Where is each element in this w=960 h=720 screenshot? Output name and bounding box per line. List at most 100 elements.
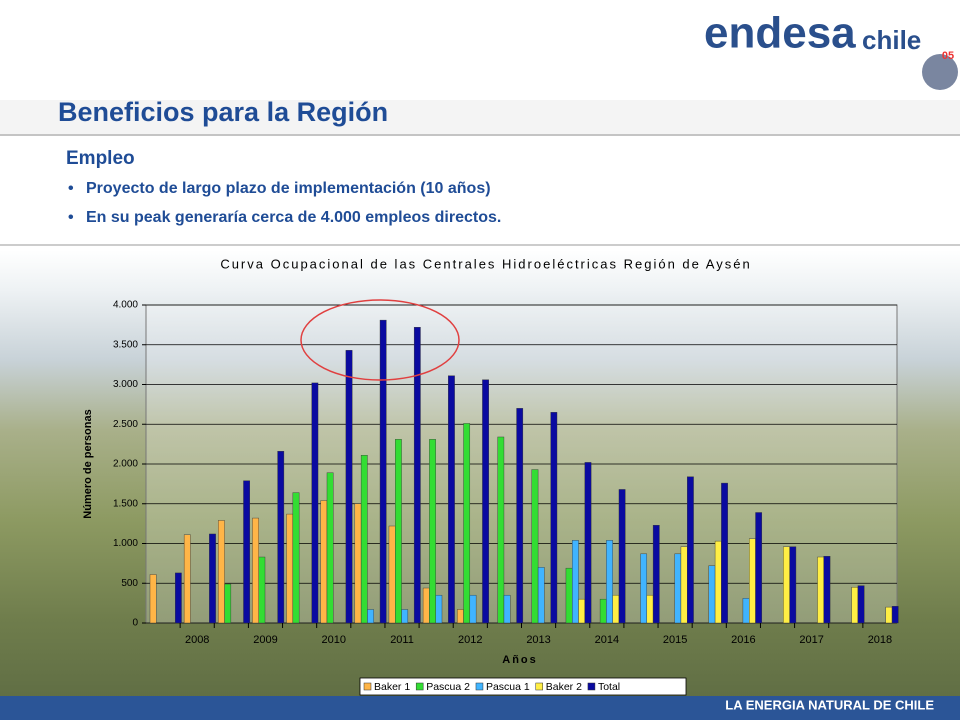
x-tick-label: 2018 [868,634,892,646]
bar [354,503,362,624]
bar [885,606,893,624]
bar [749,538,756,624]
bar [345,350,353,624]
bar [606,540,613,624]
bar [687,476,694,624]
legend-box [359,677,687,696]
bar [646,594,654,624]
bar [550,412,558,624]
bar [422,587,430,624]
bullet-dot: • [68,209,74,226]
bar [326,472,334,624]
bar [572,540,579,624]
bar [469,594,477,624]
x-tick-label: 2012 [458,634,482,646]
page-title: Beneficios para la Región [58,97,388,127]
bar [448,375,455,624]
bar [742,598,750,624]
bar [497,436,505,624]
chart: 0 500 1.000 1.500 2.000 2.500 3.000 3.500 4.000 2… [113,300,899,696]
y-tick-label: 0 [132,618,138,629]
y-tick-label: 3.000 [113,379,138,390]
logo: endesa [704,9,856,58]
bar [503,594,511,624]
x-tick-label: 2015 [663,634,687,646]
title-band [0,100,960,134]
logo-sub: chile [862,25,921,55]
bar [565,567,573,624]
bar [578,598,586,624]
bar [789,546,797,624]
legend-label: Baker 1 [374,681,410,693]
x-tick-label: 2017 [799,634,823,646]
bar [857,585,865,624]
bar [379,319,387,624]
bar [174,572,182,624]
footer: LA ENERGIA NATURAL DE CHILE [725,697,934,712]
bar [286,513,294,624]
bar [721,482,728,624]
bar [708,565,716,624]
footer-band [0,696,960,720]
y-tick-label: 1.000 [113,538,138,549]
x-tick-label: 2011 [390,634,414,646]
bar [531,469,539,624]
highlight-ellipse [300,299,460,381]
legend-label: Baker 2 [546,681,582,693]
bar [224,583,232,624]
y-tick-label: 4.000 [113,300,138,311]
bar [311,382,319,624]
bar [401,609,409,624]
legend-swatch [475,682,484,691]
x-tick-label: 2014 [595,634,619,646]
section-heading: Empleo [66,148,135,169]
y-tick-label: 1.500 [113,498,138,509]
bar [395,439,402,624]
bar [243,480,250,624]
bar [599,598,607,624]
bar [823,556,831,624]
y-tick-label: 500 [121,578,138,589]
bar [674,553,682,624]
legend-swatch [587,682,596,691]
bar [457,609,464,624]
bar [360,455,368,624]
chart-title: Curva Ocupacional de las Centrales Hidro… [220,256,751,271]
bar [258,556,266,624]
bar [612,594,620,624]
bar [435,594,443,624]
x-tick-label: 2013 [526,634,550,646]
bar [482,379,489,624]
y-tick-label: 2.000 [113,459,138,470]
bar [429,439,436,624]
bar [714,540,722,624]
bullet: Proyecto de largo plazo de implementació… [86,180,491,197]
bar [292,492,300,624]
bar [817,556,824,624]
y-axis-label: Número de personas [82,409,94,518]
y-tick-label: 2.500 [113,419,138,430]
legend-label: Pascua 2 [426,681,470,693]
legend-swatch [535,682,543,691]
x-tick-label: 2008 [185,634,209,646]
x-tick-label: 2016 [731,634,755,646]
bar [680,546,688,624]
bar [218,520,225,624]
bar [652,525,660,624]
bar [537,567,545,624]
x-tick-label: 2009 [253,634,277,646]
bar [320,500,328,624]
bar [851,587,859,624]
y-tick-label: 3.500 [113,339,138,350]
legend-swatch [363,682,372,691]
bar [516,408,524,624]
badge [922,54,958,90]
bar [209,533,216,624]
bar [584,462,592,624]
bar [388,525,396,624]
bar [252,517,259,624]
legend-label: Pascua 1 [486,681,530,693]
bar [783,546,790,624]
bar [413,327,421,624]
